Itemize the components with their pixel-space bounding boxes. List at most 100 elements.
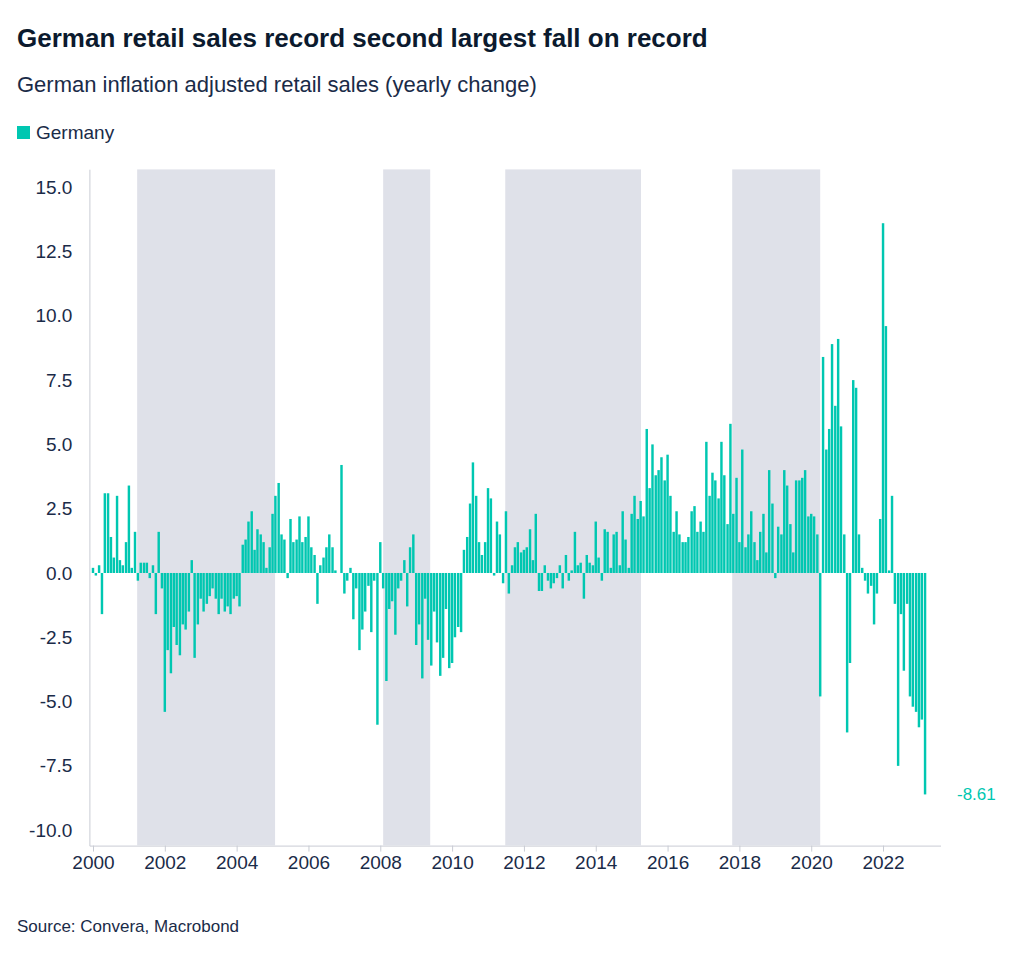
bar — [424, 573, 426, 599]
x-tick: 2002 — [144, 846, 186, 873]
bar — [415, 573, 417, 645]
bar — [559, 565, 561, 573]
bar — [140, 563, 142, 573]
bar — [909, 573, 911, 696]
bar — [175, 573, 177, 645]
bar — [439, 573, 441, 676]
x-tick-mark — [93, 846, 94, 852]
x-tick: 2010 — [431, 846, 473, 873]
bar — [696, 532, 698, 573]
x-tick-label: 2012 — [503, 852, 545, 873]
bar — [490, 498, 492, 573]
bar — [702, 532, 704, 573]
bar — [229, 573, 231, 614]
plot-area — [92, 169, 927, 845]
bar — [250, 511, 252, 573]
value-annotation: -8.61 — [957, 785, 996, 804]
x-tick-mark — [165, 846, 166, 852]
source: Source: Convera, Macrobond — [17, 917, 239, 936]
y-axis-line — [89, 170, 90, 846]
bar — [421, 573, 423, 678]
bar — [475, 496, 477, 573]
bar — [924, 573, 926, 794]
bar — [310, 547, 312, 573]
bar — [747, 534, 749, 573]
bar — [358, 573, 360, 650]
bar — [550, 573, 552, 588]
x-tick: 2000 — [72, 846, 114, 873]
bar — [325, 547, 327, 573]
bar — [561, 573, 563, 588]
bar — [152, 565, 154, 573]
bar — [253, 550, 255, 573]
bar — [391, 573, 393, 601]
bar — [648, 488, 650, 573]
y-tick-label: 15.0 — [35, 177, 72, 198]
bar — [885, 326, 887, 573]
bar — [777, 527, 779, 573]
bar — [681, 542, 683, 573]
bar — [570, 570, 572, 573]
y-tick-label: -7.5 — [40, 755, 73, 776]
bar — [693, 506, 695, 573]
bar — [122, 565, 124, 573]
y-tick-label: 2.5 — [46, 498, 72, 519]
bar — [478, 542, 480, 573]
x-tick-mark — [308, 846, 309, 852]
bar — [235, 573, 237, 596]
y-tick-label: 12.5 — [35, 241, 72, 262]
y-tick-label: 10.0 — [35, 305, 72, 326]
bar — [822, 357, 824, 573]
bar — [289, 519, 291, 573]
bar — [193, 573, 195, 658]
bar — [322, 558, 324, 573]
bar — [762, 514, 764, 573]
bar — [651, 444, 653, 573]
bar — [143, 563, 145, 573]
bar — [499, 534, 501, 573]
bar — [397, 573, 399, 588]
bar — [215, 573, 217, 599]
bar — [816, 534, 818, 573]
bar — [612, 534, 614, 573]
bar — [547, 573, 549, 581]
bar — [918, 573, 920, 727]
bar — [624, 540, 626, 573]
bar — [517, 542, 519, 573]
bar — [843, 534, 845, 573]
bar — [619, 565, 621, 573]
bar — [373, 573, 375, 581]
bar — [466, 537, 468, 573]
bar — [256, 529, 258, 573]
bar — [915, 573, 917, 712]
bar — [137, 573, 139, 581]
bar — [116, 496, 118, 573]
bar — [418, 573, 420, 624]
bar — [292, 542, 294, 573]
bar — [469, 504, 471, 573]
y-tick: 5.0 — [46, 434, 89, 455]
shaded-period — [383, 169, 430, 845]
bar — [403, 560, 405, 573]
bar — [259, 534, 261, 573]
bar — [786, 486, 788, 573]
bar — [128, 486, 130, 573]
bar — [202, 573, 204, 612]
bar — [388, 573, 390, 609]
bar — [211, 573, 213, 588]
x-tick-label: 2018 — [719, 852, 761, 873]
x-tick-label: 2006 — [288, 852, 330, 873]
bar — [604, 529, 606, 573]
x-tick-mark — [596, 846, 597, 852]
y-tick: 12.5 — [35, 241, 89, 262]
bar — [861, 568, 863, 573]
bar — [493, 573, 495, 576]
x-tick-mark — [380, 846, 381, 852]
bar — [768, 470, 770, 573]
x-tick: 2012 — [503, 846, 545, 873]
bar — [687, 537, 689, 573]
bar — [328, 534, 330, 573]
bar — [846, 573, 848, 732]
bar — [831, 344, 833, 573]
bar — [714, 480, 716, 573]
